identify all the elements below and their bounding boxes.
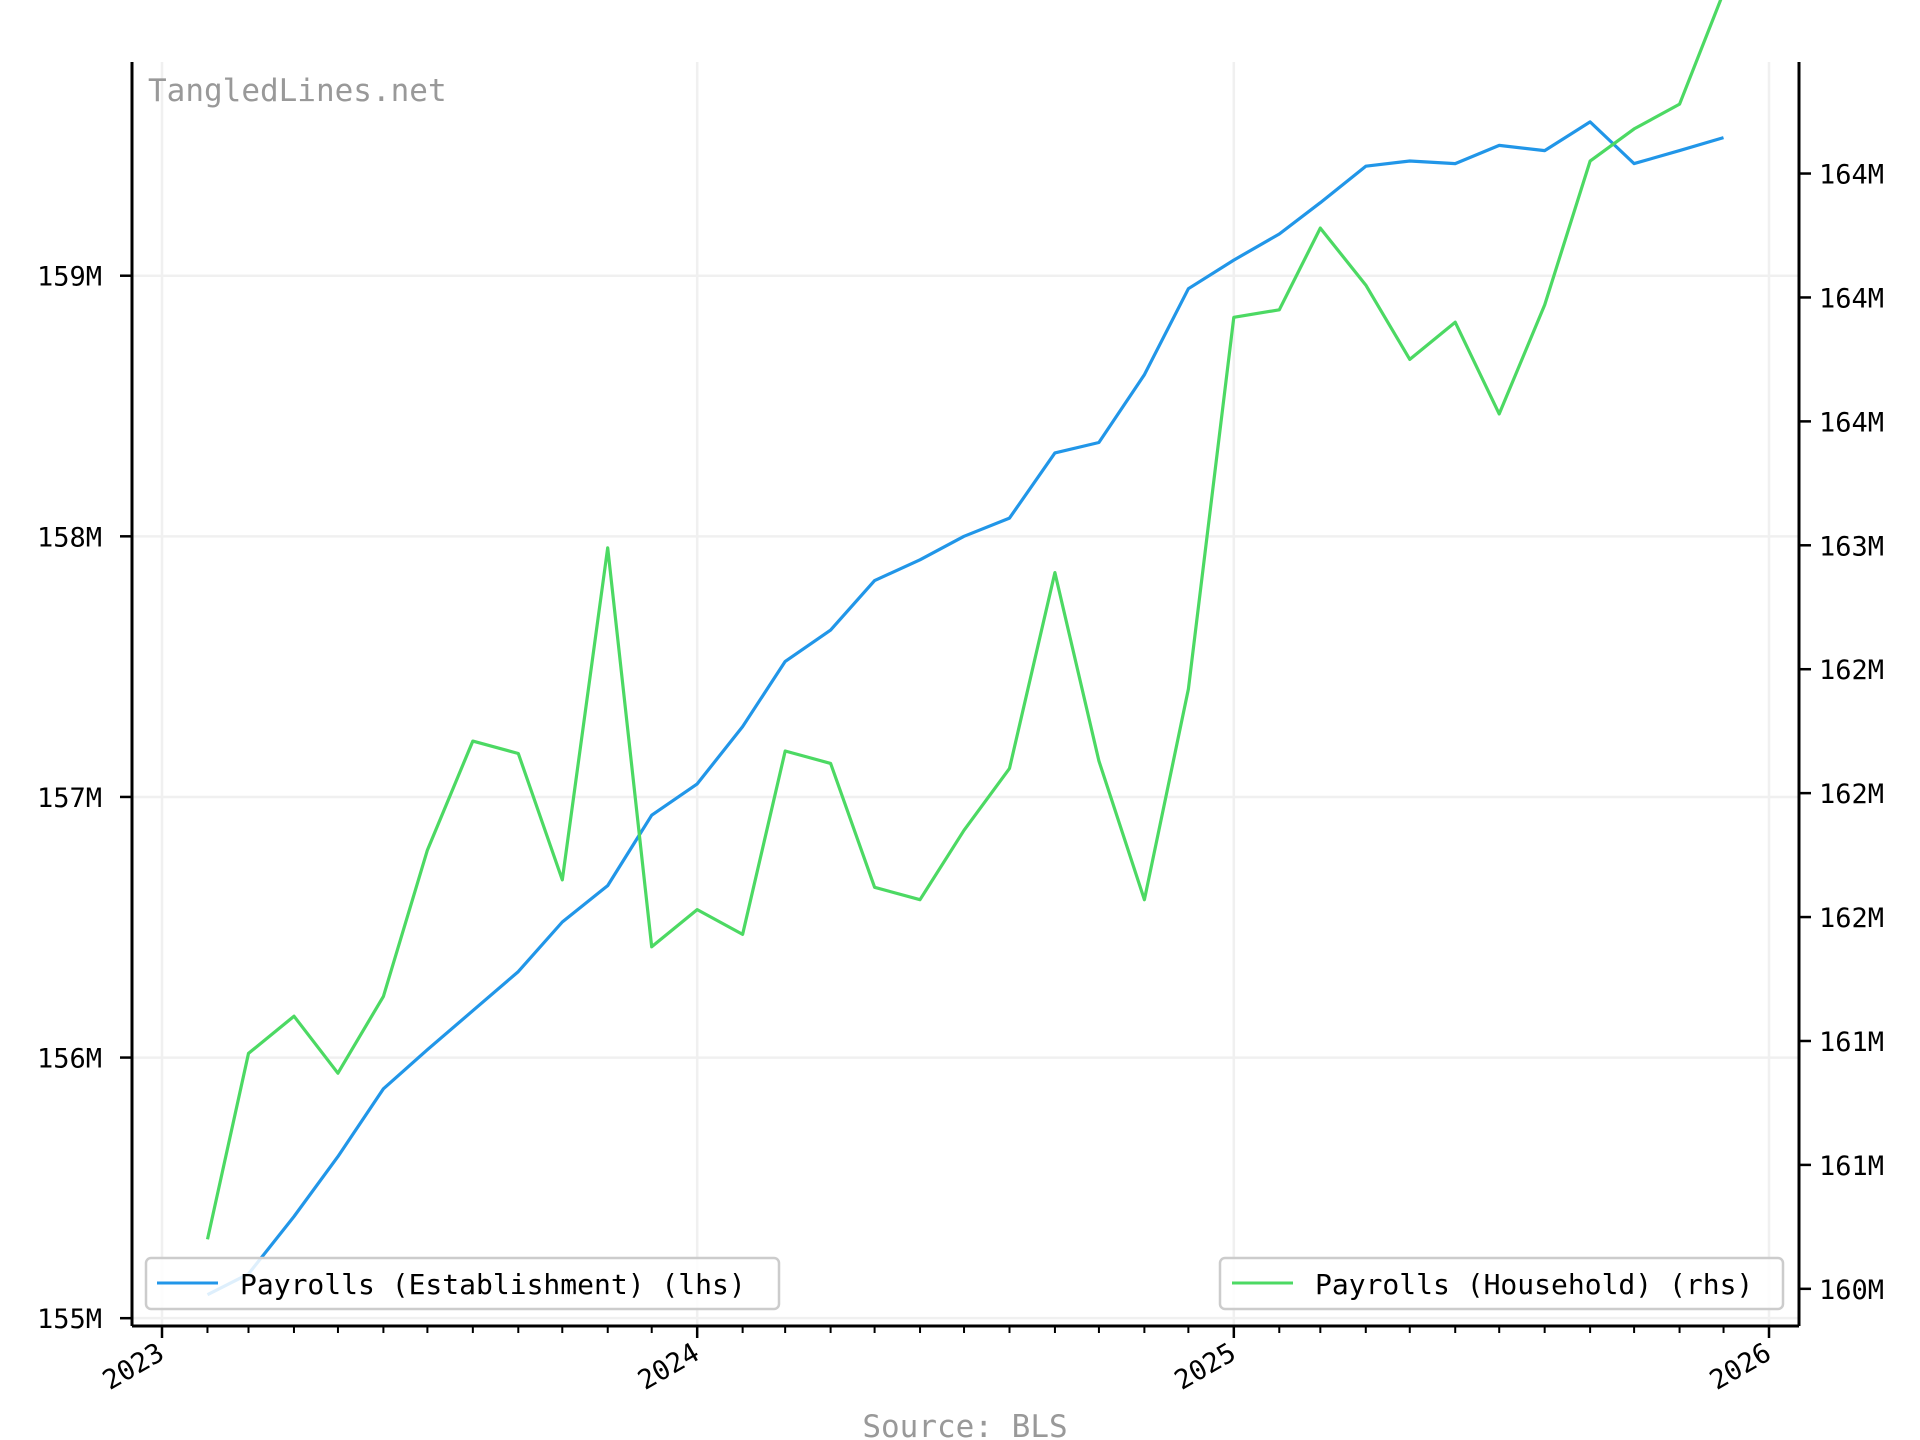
- right-tick-label: 162M: [1819, 779, 1884, 810]
- right-tick-label: 162M: [1819, 655, 1884, 686]
- legend-household-box: [1218, 1256, 1785, 1311]
- right-tick-label: 163M: [1819, 531, 1884, 562]
- series-household-line: [205, 0, 1723, 1240]
- series-layer: [205, 0, 1724, 1297]
- x-tick-label: 2025: [1170, 1337, 1242, 1396]
- left-tick-label: 159M: [37, 262, 102, 293]
- legend-household: Payrolls (Household) (rhs): [1218, 1256, 1785, 1311]
- legend-establishment-label: Payrolls (Establishment) (lhs): [240, 1268, 746, 1301]
- legend-establishment: Payrolls (Establishment) (lhs): [144, 1256, 781, 1311]
- left-tick-label: 157M: [37, 783, 102, 814]
- left-tick-label: 155M: [37, 1304, 102, 1335]
- right-tick-label: 162M: [1819, 903, 1884, 934]
- right-tick-label: 160M: [1819, 1275, 1884, 1306]
- axes: [130, 62, 1801, 1328]
- right-tick-label: 164M: [1819, 407, 1884, 438]
- source-label: Source: BLS: [862, 1409, 1067, 1440]
- right-tick-label: 164M: [1819, 160, 1884, 191]
- left-tick-label: 158M: [37, 522, 102, 553]
- right-tick-label: 161M: [1819, 1151, 1884, 1182]
- legend-establishment-box: [144, 1256, 781, 1311]
- left-tick-label: 156M: [37, 1044, 102, 1075]
- x-tick-label: 2023: [98, 1337, 170, 1396]
- legend-household-label: Payrolls (Household) (rhs): [1315, 1268, 1753, 1301]
- x-tick-label: 2026: [1705, 1337, 1777, 1396]
- grid: [132, 62, 1799, 1326]
- x-tick-label: 2024: [633, 1337, 705, 1396]
- right-tick-label: 164M: [1819, 283, 1884, 314]
- series-establishment-line: [206, 120, 1724, 1297]
- right-tick-label: 161M: [1819, 1027, 1884, 1058]
- ticks: 155M 156M 157M 158M 159M 160M 161M 161M 162M 162M…: [37, 160, 1884, 1397]
- watermark: TangledLines.net: [148, 73, 447, 109]
